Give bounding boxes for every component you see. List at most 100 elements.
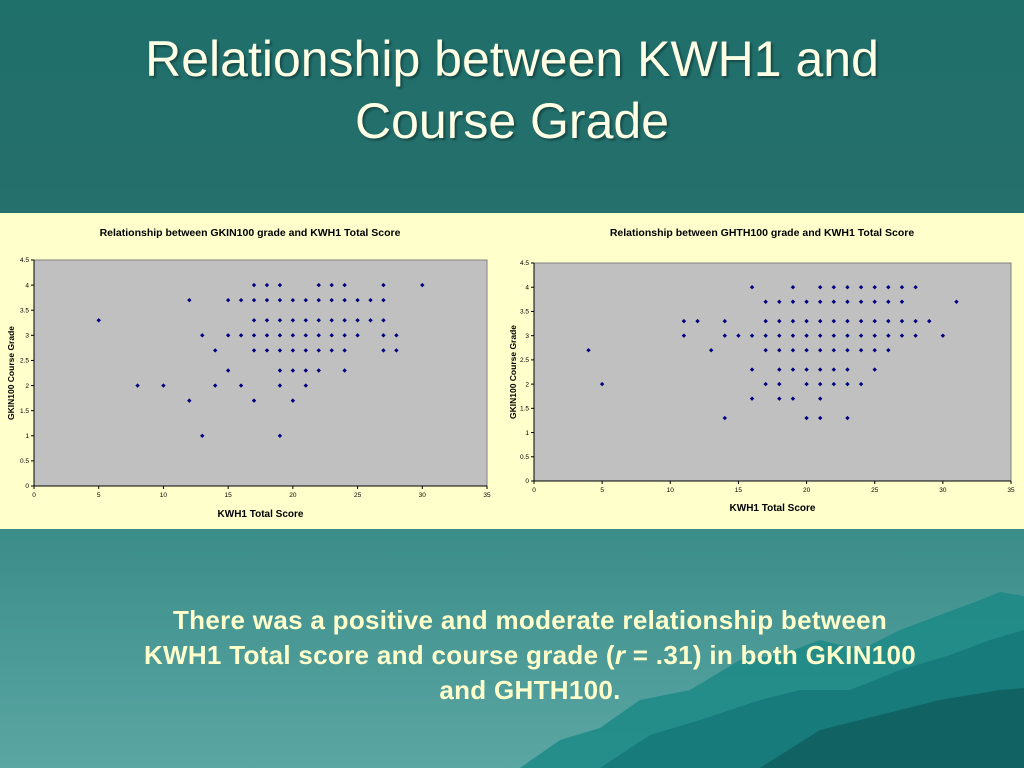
data-point: [277, 297, 283, 303]
data-point: [913, 285, 918, 290]
data-point: [251, 348, 257, 353]
data-point: [96, 318, 101, 323]
data-point: [316, 348, 321, 353]
x-tick-label: 35: [483, 492, 491, 499]
data-point: [342, 333, 347, 338]
data-point: [200, 333, 205, 338]
data-point: [329, 282, 334, 288]
data-point: [329, 333, 334, 338]
y-tick-label: 0: [25, 483, 29, 490]
data-point: [899, 333, 905, 338]
data-point: [355, 333, 360, 338]
y-tick-label: 2.5: [20, 358, 29, 365]
data-point: [845, 348, 850, 353]
data-point: [804, 318, 809, 324]
x-tick-label: 30: [939, 487, 947, 494]
data-point: [329, 318, 334, 323]
data-point: [342, 348, 347, 353]
data-point: [238, 333, 244, 338]
x-tick-label: 15: [225, 492, 233, 499]
data-point: [342, 297, 347, 303]
data-point: [187, 398, 192, 403]
y-tick-label: 3: [525, 333, 529, 340]
data-point: [899, 299, 905, 304]
data-point: [329, 297, 334, 303]
data-point: [804, 367, 809, 372]
data-point: [790, 396, 796, 401]
y-tick-label: 4.5: [20, 257, 29, 264]
x-axis-label: KWH1 Total Score: [730, 503, 816, 514]
y-axis-label: GKIN100 Course Grade: [6, 326, 16, 420]
data-point: [790, 299, 796, 304]
data-point: [316, 297, 321, 303]
data-point: [858, 348, 864, 353]
data-point: [290, 297, 296, 303]
data-point: [790, 367, 796, 372]
data-point: [251, 333, 257, 338]
y-tick-label: 2: [525, 381, 529, 388]
y-tick-label: 1.5: [520, 406, 529, 413]
scatter-chart-ghth100: Relationship between GHTH100 grade and K…: [508, 227, 1015, 514]
y-tick-label: 3: [25, 333, 29, 340]
data-point: [290, 318, 296, 323]
data-point: [342, 368, 347, 373]
data-point: [845, 381, 850, 387]
data-point: [264, 282, 270, 288]
data-point: [749, 396, 755, 401]
data-point: [790, 285, 796, 290]
data-point: [264, 348, 270, 353]
data-point: [225, 368, 231, 373]
y-tick-label: 2.5: [520, 357, 529, 364]
data-point: [845, 299, 850, 304]
data-point: [303, 368, 308, 373]
data-point: [342, 282, 347, 288]
data-point: [187, 297, 192, 303]
x-tick-label: 0: [532, 487, 536, 494]
data-point: [790, 348, 796, 353]
data-point: [277, 433, 283, 438]
chart-title: Relationship between GHTH100 grade and K…: [610, 227, 915, 239]
data-point: [845, 367, 850, 372]
data-point: [316, 333, 321, 338]
caption-r-symbol: r: [614, 640, 626, 670]
data-point: [381, 348, 386, 353]
data-point: [355, 318, 360, 323]
data-point: [264, 333, 270, 338]
y-tick-label: 1.5: [20, 408, 29, 415]
data-point: [368, 318, 373, 323]
y-tick-label: 4: [25, 282, 29, 289]
y-tick-label: 0: [525, 478, 529, 485]
data-point: [251, 282, 257, 288]
data-point: [290, 348, 296, 353]
data-point: [213, 348, 218, 353]
x-tick-label: 20: [289, 492, 297, 499]
data-point: [251, 297, 257, 303]
data-point: [872, 299, 877, 304]
y-tick-label: 3.5: [20, 307, 29, 314]
summary-caption: There was a positive and moderate relati…: [140, 603, 920, 708]
data-point: [264, 297, 270, 303]
data-point: [681, 333, 687, 338]
plot-area: [533, 262, 1012, 482]
data-point: [804, 333, 809, 338]
data-point: [394, 333, 399, 338]
data-point: [954, 299, 959, 304]
data-point: [899, 318, 905, 324]
data-point: [290, 368, 296, 373]
data-point: [277, 282, 283, 288]
data-point: [290, 333, 296, 338]
data-point: [804, 299, 809, 304]
data-point: [225, 297, 231, 303]
x-axis-label: KWH1 Total Score: [218, 509, 304, 520]
data-point: [303, 297, 308, 303]
data-point: [804, 415, 809, 421]
charts-band: Relationship between GKIN100 grade and K…: [0, 213, 1024, 529]
data-point: [790, 333, 796, 338]
data-point: [381, 282, 386, 288]
y-tick-label: 0.5: [520, 454, 529, 461]
data-point: [303, 383, 308, 388]
slide-title: Relationship between KWH1 and Course Gra…: [0, 28, 1024, 152]
data-point: [368, 297, 373, 303]
data-point: [845, 415, 850, 421]
data-point: [899, 285, 905, 290]
